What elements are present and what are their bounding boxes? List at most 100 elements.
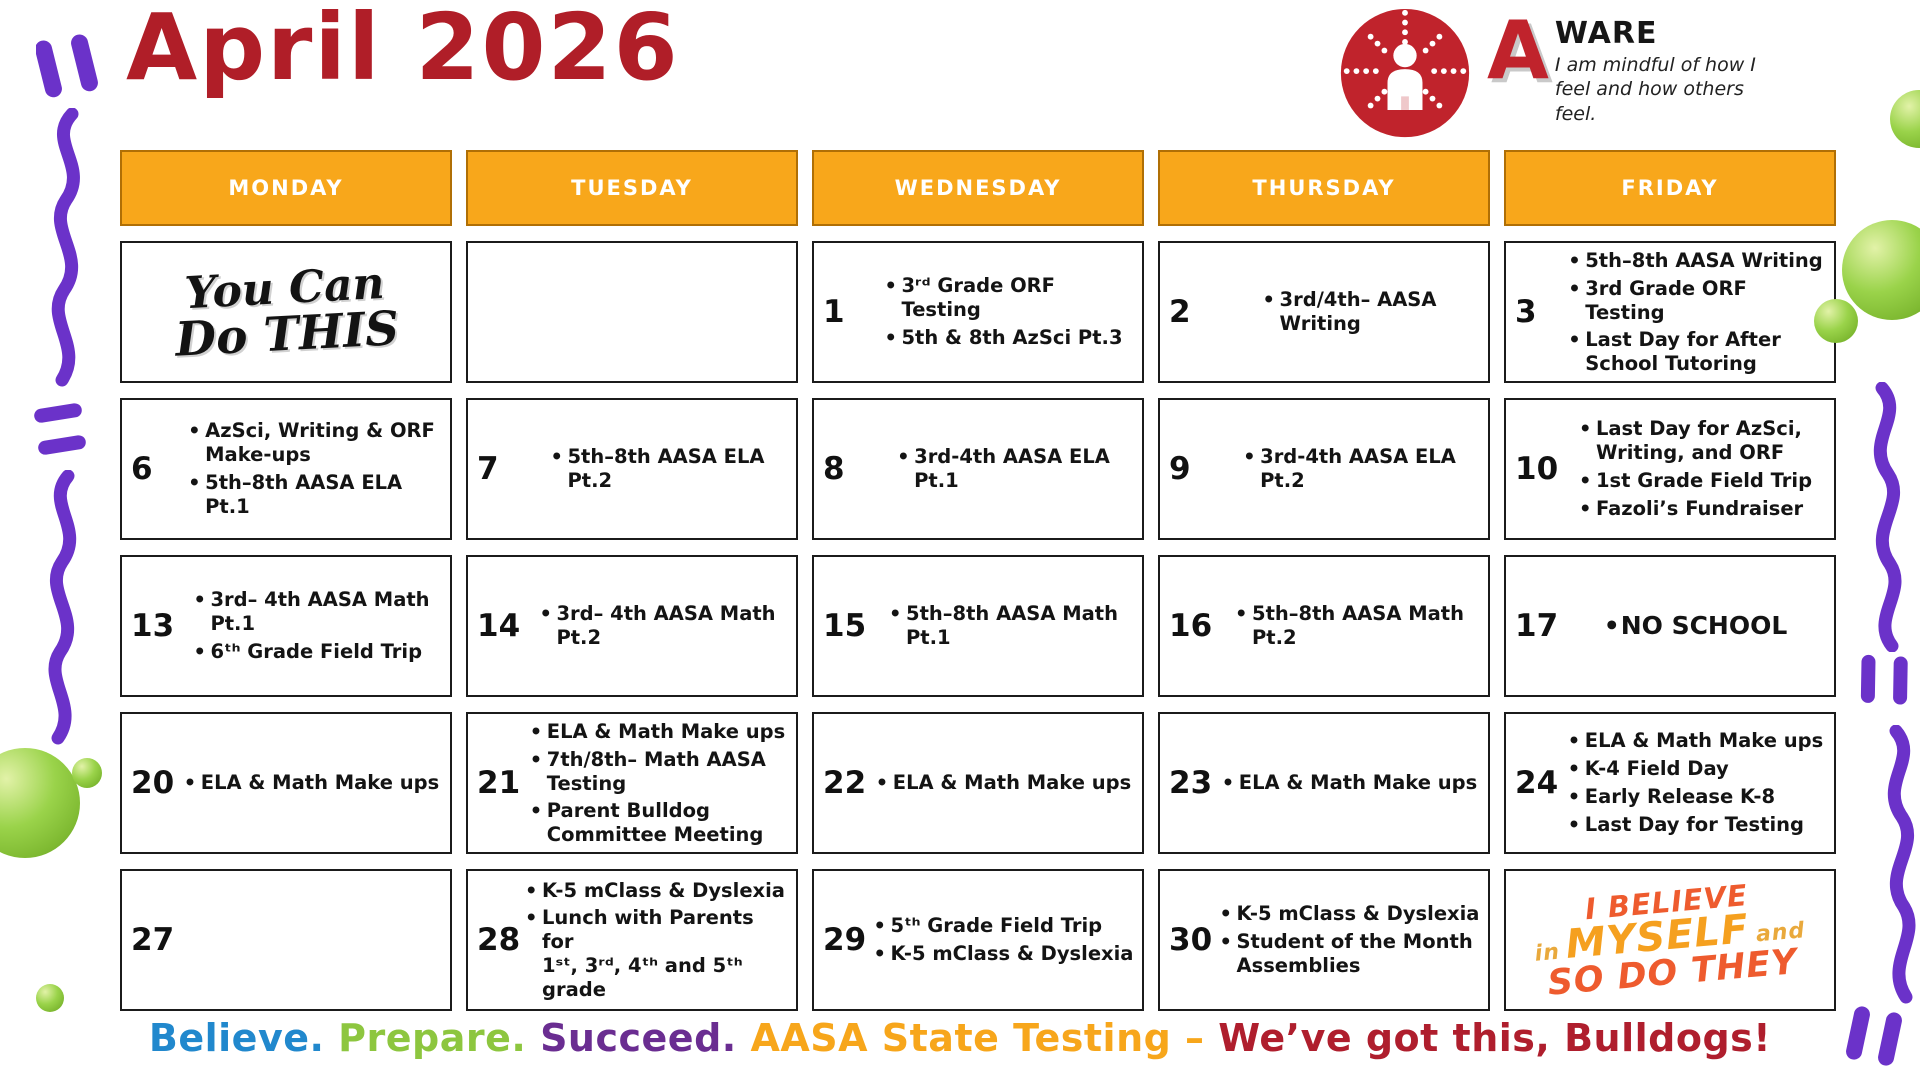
date-number: 3 xyxy=(1515,294,1537,330)
event-list: Last Day for AzSci, Writing, and ORF 1st … xyxy=(1573,411,1818,526)
date-number: 20 xyxy=(131,765,175,801)
event-item: ELA & Math Make ups xyxy=(1568,729,1823,753)
event-item: 5ᵗʰ Grade Field Trip xyxy=(874,914,1134,938)
purple-dashes-left xyxy=(34,403,86,455)
footer-segment: AASA State Testing – xyxy=(750,1016,1205,1060)
event-list: K-5 mClass & Dyslexia Lunch with Parents … xyxy=(519,873,796,1008)
date-number: 16 xyxy=(1169,608,1213,644)
calendar-cell: 1 3ʳᵈ Grade ORF Testing 5th & 8th AzSci Pt… xyxy=(812,241,1144,383)
event-item: 1st Grade Field Trip xyxy=(1579,469,1812,493)
event-item: Last Day for After School Tutoring xyxy=(1568,328,1823,376)
event-list: AzSci, Writing & ORF Make-ups5th–8th AAS… xyxy=(182,413,441,524)
date-number: 9 xyxy=(1169,451,1191,487)
footer-segment: Succeed. xyxy=(540,1016,737,1060)
aware-word: WARE xyxy=(1554,16,1658,51)
event-item: 5th–8th AASA Math Pt.2 xyxy=(1235,602,1464,650)
weekday-header-monday: MONDAY xyxy=(120,150,452,226)
calendar-cell: 15 5th–8th AASA Math Pt.1 xyxy=(812,555,1144,697)
aware-person-icon xyxy=(1340,8,1470,138)
aware-logo-dots xyxy=(1343,9,1467,109)
calendar-cell: 9 3rd-4th AASA ELA Pt.2 xyxy=(1158,398,1490,540)
event-list: NO SCHOOL xyxy=(1598,605,1794,648)
event-list: 3rd/4th– AASA Writing xyxy=(1257,282,1443,342)
date-number: 13 xyxy=(131,608,175,644)
event-list: 3rd-4th AASA ELA Pt.2 xyxy=(1237,439,1462,499)
calendar-cell: 10 Last Day for AzSci, Writing, and ORF 1s… xyxy=(1504,398,1836,540)
event-list: ELA & Math Make ups K-4 Field Day Early Re… xyxy=(1562,723,1829,842)
calendar-cell: 14 3rd– 4th AASA Math Pt.2 xyxy=(466,555,798,697)
aware-tagline: I am mindful of how I feel and how other… xyxy=(1554,54,1756,125)
event-item: Early Release K-8 xyxy=(1568,785,1823,809)
empty-cell xyxy=(466,241,798,383)
event-item: K-4 Field Day xyxy=(1568,757,1823,781)
calendar-cell: 13 3rd– 4th AASA Math Pt.1 6ᵗʰ Grade Field… xyxy=(120,555,452,697)
event-item: K-5 mClass & Dyslexia xyxy=(1220,902,1480,926)
i-believe-cell: I BELIEVE in MYSELF and SO DO THEY xyxy=(1504,869,1836,1011)
event-item: ELA & Math Make ups xyxy=(1222,771,1477,795)
event-list: ELA & Math Make ups xyxy=(870,765,1137,801)
date-number: 10 xyxy=(1515,451,1559,487)
calendar-cell: 3 5th–8th AASA Writing 3rd Grade ORF Testi… xyxy=(1504,241,1836,383)
footer-segment: Believe. xyxy=(148,1016,325,1060)
purple-squiggle-right-top xyxy=(1873,382,1902,652)
event-list: ELA & Math Make ups xyxy=(1216,765,1483,801)
weekday-header-tuesday: TUESDAY xyxy=(466,150,798,226)
page-title: April 2026 xyxy=(126,0,680,101)
calendar-cell: 27 xyxy=(120,869,452,1011)
purple-squiggle-left-bottom xyxy=(48,470,77,745)
purple-squiggle-right-bottom xyxy=(1887,725,1916,1004)
event-item: Last Day for Testing xyxy=(1568,813,1823,837)
footer-segment: Prepare. xyxy=(338,1016,527,1060)
event-item: Fazoli’s Fundraiser xyxy=(1579,497,1812,521)
event-item: Student of the Month Assemblies xyxy=(1220,930,1480,978)
event-item: 5th–8th AASA Math Pt.1 xyxy=(889,602,1118,650)
date-number: 23 xyxy=(1169,765,1213,801)
event-item: 5th & 8th AzSci Pt.3 xyxy=(884,326,1122,350)
calendar-cell: 7 5th–8th AASA ELA Pt.2 xyxy=(466,398,798,540)
date-number: 28 xyxy=(477,922,521,958)
aware-letter-a: A xyxy=(1487,4,1549,97)
event-item: 3rd– 4th AASA Math Pt.1 xyxy=(193,588,429,636)
event-item: K-5 mClass & Dyslexia xyxy=(525,879,790,903)
event-list: 3rd– 4th AASA Math Pt.2 xyxy=(533,596,781,656)
you-can-do-this-graphic: You Can Do THIS xyxy=(172,257,401,368)
event-item: 5th–8th AASA ELA Pt.1 xyxy=(188,471,435,519)
green-ball-left-tiny xyxy=(36,984,64,1012)
calendar-cell: 16 5th–8th AASA Math Pt.2 xyxy=(1158,555,1490,697)
event-list: ELA & Math Make ups xyxy=(178,765,445,801)
calendar-cell: 20 ELA & Math Make ups xyxy=(120,712,452,854)
event-item: K-5 mClass & Dyslexia xyxy=(874,942,1134,966)
event-item: 3rd/4th– AASA Writing xyxy=(1263,288,1437,336)
calendar-cell: 8 3rd-4th AASA ELA Pt.1 xyxy=(812,398,1144,540)
date-number: 6 xyxy=(131,451,153,487)
footer-segment: We’ve got this, Bulldogs! xyxy=(1218,1016,1772,1060)
event-item: 5th–8th AASA Writing xyxy=(1568,249,1823,273)
you-can-do-this-cell: You Can Do THIS xyxy=(120,241,452,383)
event-list: 5th–8th AASA Writing 3rd Grade ORF Testin… xyxy=(1562,243,1829,382)
event-item: 6ᵗʰ Grade Field Trip xyxy=(193,640,429,664)
green-ball-left-small xyxy=(72,758,102,788)
event-item: 3rd– 4th AASA Math Pt.2 xyxy=(539,602,775,650)
green-ball-right-large xyxy=(1842,220,1920,320)
footer-motto: Believe. Prepare. Succeed. AASA State Te… xyxy=(0,1016,1920,1060)
weekday-header-wednesday: WEDNESDAY xyxy=(812,150,1144,226)
event-item: ELA & Math Make ups xyxy=(184,771,439,795)
event-item: 3rd-4th AASA ELA Pt.1 xyxy=(897,445,1110,493)
event-item: Lunch with Parents for 1ˢᵗ, 3ʳᵈ, 4ᵗʰ and… xyxy=(525,906,790,1001)
calendar-cell: 29 5ᵗʰ Grade Field Trip K-5 mClass & Dysle… xyxy=(812,869,1144,1011)
calendar-cell: 22 ELA & Math Make ups xyxy=(812,712,1144,854)
date-number: 21 xyxy=(477,765,521,801)
date-number: 27 xyxy=(131,922,175,958)
green-ball-left-large xyxy=(0,748,80,858)
weekday-header-friday: FRIDAY xyxy=(1504,150,1836,226)
event-item: 3rd-4th AASA ELA Pt.2 xyxy=(1243,445,1456,493)
event-item: NO SCHOOL xyxy=(1604,611,1788,642)
calendar-grid: MONDAY TUESDAY WEDNESDAY THURSDAY FRIDAY You … xyxy=(120,150,1836,1011)
event-item: 7th/8th– Math AASA Testing xyxy=(530,748,785,796)
date-number: 15 xyxy=(823,608,867,644)
date-number: 1 xyxy=(823,294,845,330)
purple-quote-marks-top-left xyxy=(36,34,98,98)
you-can-line-2: Do THIS xyxy=(173,300,401,368)
event-list: 5th–8th AASA ELA Pt.2 xyxy=(544,439,770,499)
purple-dashes-right xyxy=(1860,654,1908,705)
